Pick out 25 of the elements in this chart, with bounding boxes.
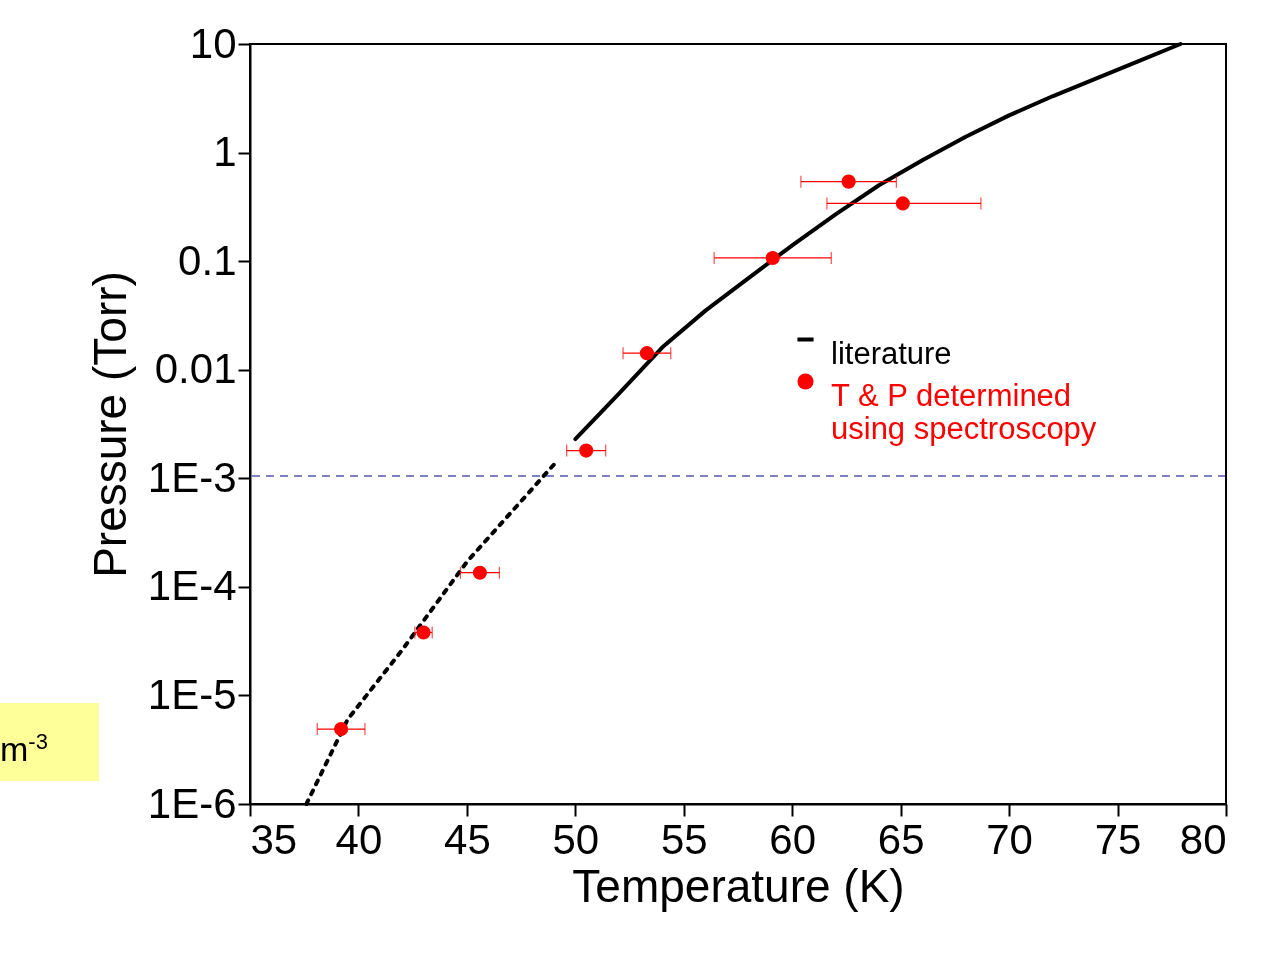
- x-tick-label: 80: [1179, 815, 1227, 863]
- x-tick-label: 40: [335, 815, 383, 863]
- x-tick-label: 70: [986, 815, 1033, 863]
- y-tick-label: 1E-5: [147, 670, 237, 718]
- x-tick-label: 35: [250, 815, 298, 863]
- point: [472, 565, 487, 580]
- y-tick-label: 0.01: [154, 345, 237, 393]
- y-tick-label: 1: [213, 128, 237, 176]
- point: [841, 174, 856, 189]
- x-tick-label: 75: [1094, 815, 1142, 863]
- y-tick-label: 1E-4: [147, 562, 237, 610]
- text: m$^{-3}$: [0, 729, 48, 769]
- point: [765, 250, 780, 266]
- y-axis-title: Pressure (Torr): [83, 271, 136, 578]
- y-tick-label: 1E-6: [147, 779, 237, 827]
- point: [579, 443, 594, 458]
- point: [895, 196, 910, 211]
- y-tick-label: 10: [189, 19, 237, 67]
- x-tick-label: 45: [444, 815, 491, 863]
- legend-label: literature: [831, 335, 952, 371]
- point: [334, 722, 349, 737]
- legend-label: T & P determined using spectroscopy: [831, 377, 1097, 446]
- point: [639, 346, 654, 361]
- y-tick-label: 1E-3: [147, 453, 237, 501]
- y-tick-label: 0.1: [178, 236, 237, 284]
